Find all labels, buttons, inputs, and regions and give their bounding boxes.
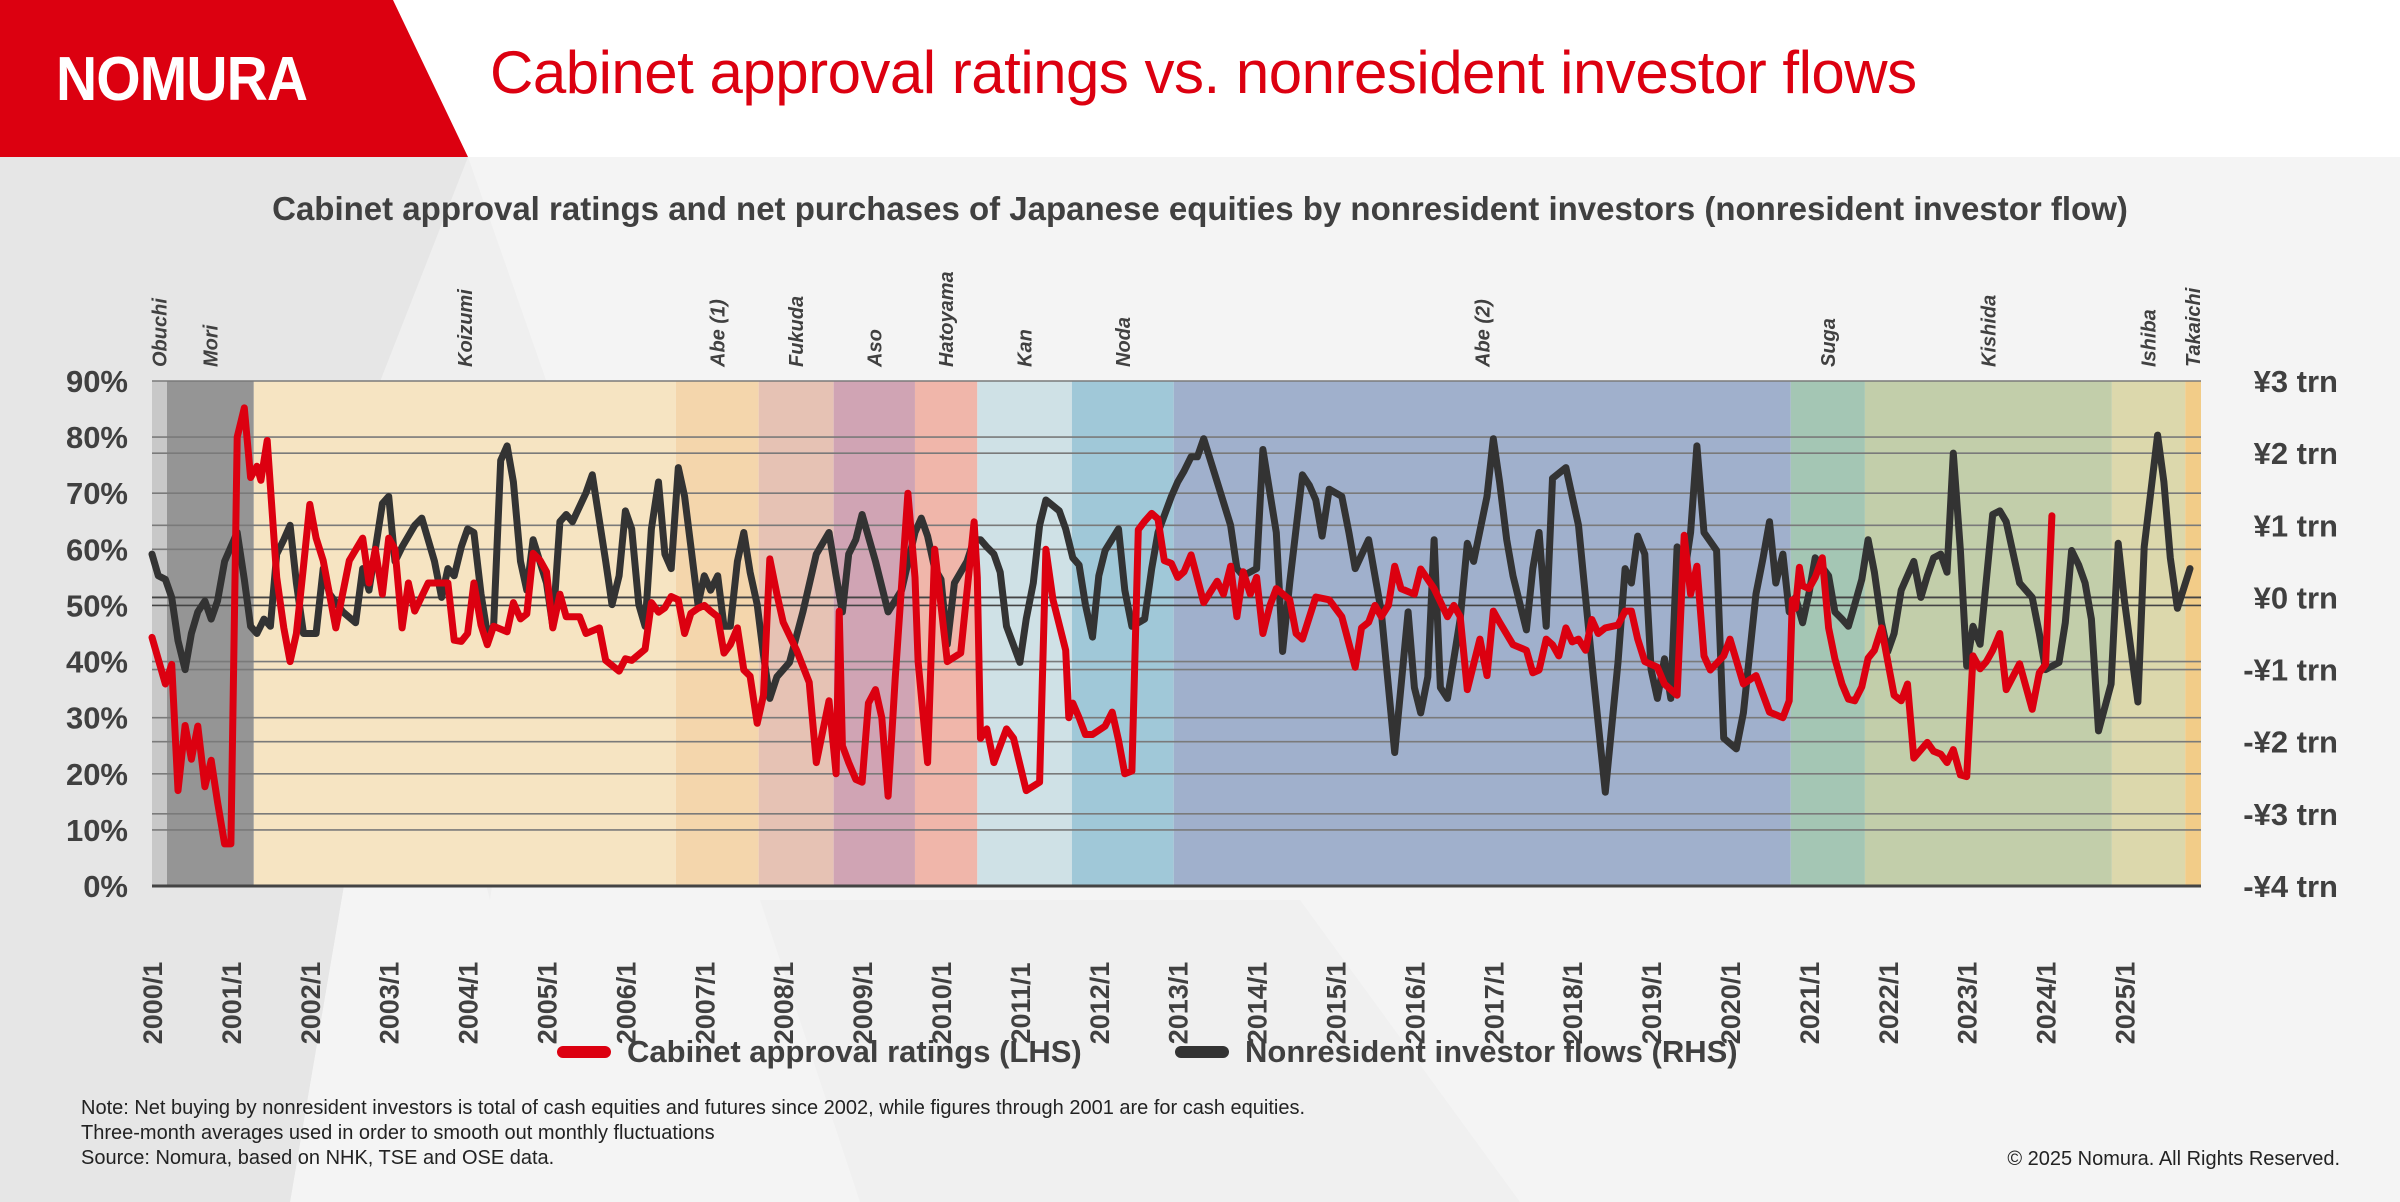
- cabinet-label: Suga: [1818, 318, 1840, 367]
- x-axis-tick-label: 2018/1: [1558, 962, 1588, 1045]
- x-axis-tick-label: 2003/1: [375, 962, 405, 1045]
- x-axis-tick-label: 2010/1: [927, 962, 957, 1045]
- x-axis-tick-label: 2013/1: [1164, 962, 1194, 1045]
- cabinet-band: [2111, 381, 2186, 886]
- left-axis-tick-label: 20%: [66, 757, 128, 792]
- x-axis-tick-label: 2001/1: [217, 962, 247, 1045]
- cabinet-labels: Obuchi Mori Koizumi Abe (1) Fukuda Aso Hatoyam…: [149, 271, 2205, 368]
- cabinet-label: Aso: [864, 329, 886, 368]
- x-axis-tick-label: 2020/1: [1716, 962, 1746, 1045]
- legend-label: Nonresident investor flows (RHS): [1245, 1034, 1738, 1069]
- cabinet-label: Koizumi: [455, 289, 477, 367]
- x-axis-tick-label: 2008/1: [769, 962, 799, 1045]
- right-axis-tick-label: ¥1 trn: [2254, 508, 2338, 543]
- x-axis-tick-label: 2021/1: [1795, 962, 1825, 1045]
- x-axis-ticks: 2000/1 2001/1 2002/1 2003/1 2004/1 2005/1 2006…: [138, 962, 2141, 1045]
- left-axis-tick-label: 70%: [66, 476, 128, 511]
- x-axis-tick-label: 2000/1: [138, 962, 168, 1045]
- right-axis-tick-label: -¥2 trn: [2243, 725, 2338, 760]
- cabinet-bands: [152, 381, 2201, 886]
- header-brand-block: [0, 0, 468, 157]
- x-axis-tick-label: 2009/1: [848, 962, 878, 1045]
- x-axis-tick-label: 2019/1: [1637, 962, 1667, 1045]
- cabinet-band: [1071, 381, 1174, 886]
- legend-item-approval: Cabinet approval ratings (LHS): [557, 1030, 1082, 1074]
- right-axis-tick-label: ¥2 trn: [2254, 436, 2338, 471]
- series-lines: [148, 404, 2194, 848]
- cabinet-label: Fukuda: [786, 296, 808, 367]
- cabinet-label: Noda: [1113, 317, 1135, 367]
- x-axis-tick-label: 2016/1: [1400, 962, 1430, 1045]
- right-axis-tick-label: -¥4 trn: [2243, 869, 2338, 904]
- source-line: Source: Nomura, based on NHK, TSE and OS…: [81, 1147, 555, 1169]
- x-axis-tick-label: 2025/1: [2111, 962, 2141, 1045]
- note-line: Note: Net buying by nonresident investor…: [81, 1097, 1306, 1119]
- right-axis-tick-label: ¥3 trn: [2254, 364, 2338, 399]
- left-axis-tick-label: 80%: [66, 420, 128, 455]
- legend-swatch-black: [1175, 1046, 1229, 1058]
- footnotes: Note: Net buying by nonresident investor…: [81, 1096, 1305, 1171]
- left-axis-tick-label: 50%: [66, 588, 128, 623]
- cabinet-label: Kishida: [1978, 295, 2000, 367]
- x-axis-tick-label: 2022/1: [1874, 962, 1904, 1045]
- cabinet-band: [152, 381, 167, 886]
- cabinet-label: Kan: [1015, 329, 1037, 367]
- nomura-logo: NOMURA: [56, 45, 308, 114]
- right-axis-tick-label: ¥0 trn: [2254, 580, 2338, 615]
- left-axis-ticks: 0% 10% 20% 30% 40% 50% 60% 70% 80% 90%: [66, 364, 128, 904]
- cabinet-label: Hatoyama: [936, 271, 958, 367]
- left-axis-tick-label: 10%: [66, 813, 128, 848]
- x-axis-tick-label: 2015/1: [1322, 962, 1352, 1045]
- left-axis-tick-label: 60%: [66, 532, 128, 567]
- copyright: © 2025 Nomura. All Rights Reserved.: [2007, 1148, 2340, 1170]
- cabinet-label: Takaichi: [2183, 287, 2205, 367]
- x-axis-tick-label: 2006/1: [611, 962, 641, 1045]
- note-line: Three-month averages used in order to sm…: [81, 1122, 715, 1144]
- cabinet-label: Abe (2): [1472, 299, 1494, 368]
- x-axis-tick-label: 2002/1: [296, 962, 326, 1045]
- legend-item-flows: Nonresident investor flows (RHS): [1175, 1030, 1738, 1074]
- legend-label: Cabinet approval ratings (LHS): [627, 1034, 1082, 1069]
- approval-rating-line: [148, 404, 2056, 848]
- legend-swatch-red: [557, 1046, 611, 1058]
- left-axis-tick-label: 90%: [66, 364, 128, 399]
- right-axis-ticks: -¥4 trn -¥3 trn -¥2 trn -¥1 trn ¥0 trn ¥1 trn…: [2243, 364, 2338, 904]
- x-axis-tick-label: 2023/1: [1953, 962, 1983, 1045]
- cabinet-label: Obuchi: [149, 298, 171, 367]
- right-axis-tick-label: -¥1 trn: [2243, 653, 2338, 688]
- x-axis-tick-label: 2007/1: [690, 962, 720, 1045]
- page-title: Cabinet approval ratings vs. nonresident…: [490, 39, 1917, 106]
- x-axis-tick-label: 2012/1: [1085, 962, 1115, 1045]
- cabinet-band: [1864, 381, 2112, 886]
- x-axis-tick-label: 2005/1: [533, 962, 563, 1045]
- left-axis-tick-label: 40%: [66, 645, 128, 680]
- x-axis-tick-label: 2014/1: [1243, 962, 1273, 1045]
- x-axis-tick-label: 2011/1: [1006, 962, 1036, 1043]
- cabinet-label: Abe (1): [707, 299, 729, 368]
- investor-flow-line: [148, 431, 2194, 796]
- right-axis-tick-label: -¥3 trn: [2243, 797, 2338, 832]
- cabinet-label: Ishiba: [2139, 309, 2161, 367]
- x-axis-tick-label: 2017/1: [1479, 962, 1509, 1045]
- chart-title: Cabinet approval ratings and net purchas…: [272, 190, 2128, 227]
- x-axis-tick-label: 2004/1: [454, 962, 484, 1045]
- cabinet-band: [2185, 381, 2201, 886]
- cabinet-label: Mori: [200, 324, 222, 367]
- cabinet-band: [1173, 381, 1791, 886]
- left-axis-tick-label: 30%: [66, 701, 128, 736]
- cabinet-band: [833, 381, 915, 886]
- background-bottom-shape: [760, 900, 1520, 1202]
- x-axis-tick-label: 2024/1: [2032, 962, 2062, 1045]
- left-axis-tick-label: 0%: [83, 869, 128, 904]
